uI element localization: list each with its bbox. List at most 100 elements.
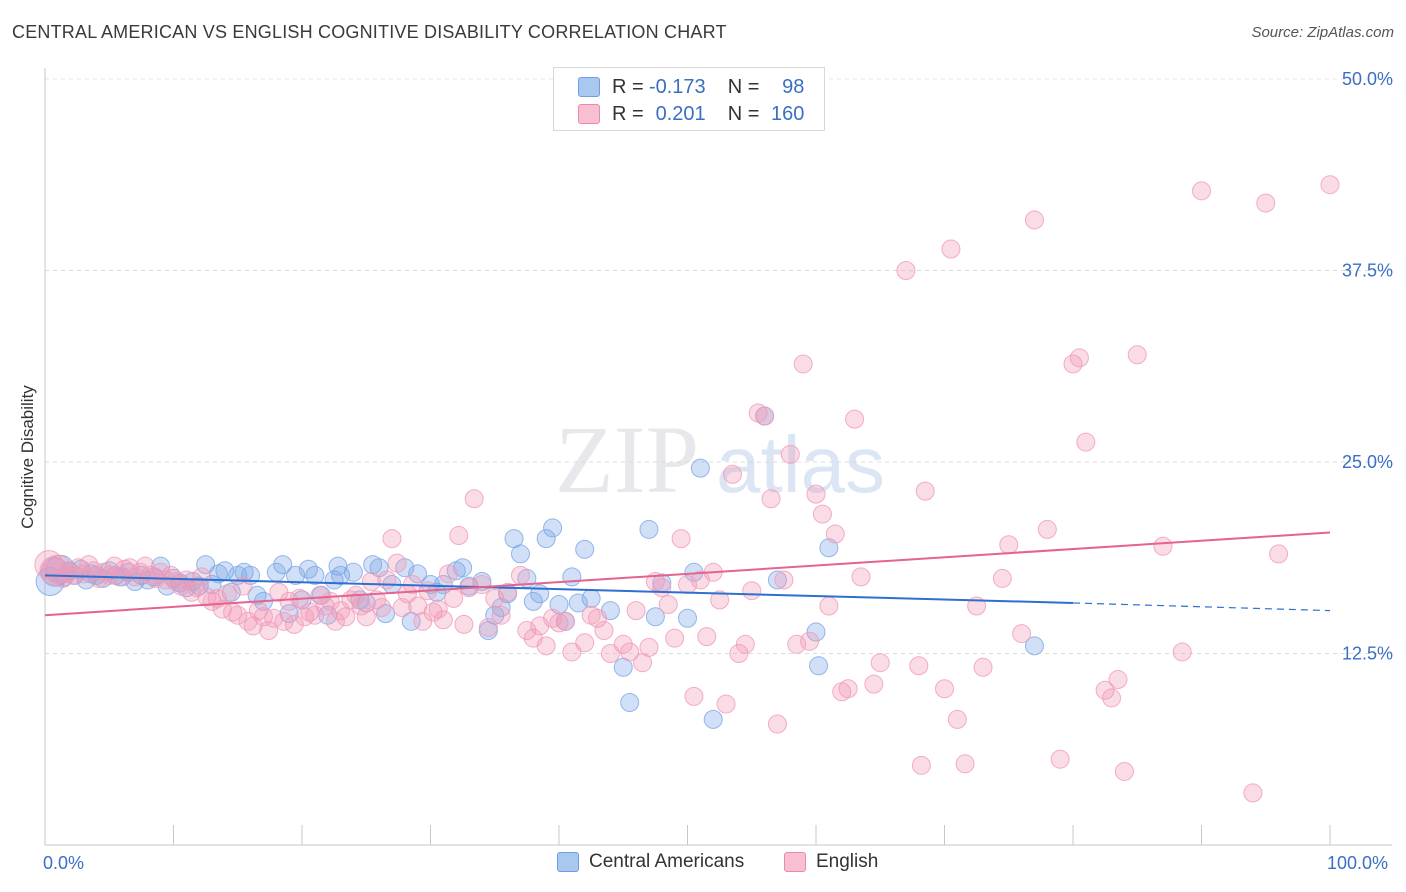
english-point [74, 564, 94, 584]
english-point [594, 621, 614, 641]
english-point [449, 526, 469, 546]
y-axis-label: Cognitive Disability [18, 385, 37, 529]
english-point [671, 529, 691, 549]
english-point [1108, 670, 1128, 690]
english-point [356, 607, 376, 627]
english-point [658, 594, 678, 614]
legend-row-central: R = -0.173 N = 98 [578, 74, 804, 100]
english-point [761, 489, 781, 509]
bottom-legend-swatch-english [784, 852, 806, 872]
central-point [809, 656, 829, 676]
x-tick-label-min: 0.0% [43, 853, 85, 873]
english-point [549, 613, 569, 633]
english-point [1243, 783, 1263, 803]
english-point [613, 634, 633, 654]
central-americans-points [35, 406, 1044, 729]
english-point [485, 588, 505, 608]
central-point [196, 555, 216, 575]
english-point [1012, 624, 1032, 644]
central-point [328, 556, 348, 576]
english-point [999, 535, 1019, 555]
central-point [690, 458, 710, 478]
central-point [639, 519, 659, 539]
english-point [812, 504, 832, 524]
english-point [1076, 432, 1096, 452]
english-point [735, 634, 755, 654]
english-point [331, 601, 351, 621]
legend-swatch-english [578, 104, 600, 124]
english-point [716, 694, 736, 714]
english-point [620, 642, 640, 662]
english-point [1320, 175, 1340, 195]
english-point [53, 568, 73, 588]
y-tick-labels: 12.5% 25.0% 37.5% 50.0% [1342, 69, 1393, 664]
english-point [941, 239, 961, 259]
central-point [485, 605, 505, 625]
central-point [530, 584, 550, 604]
bottom-legend-english: English [784, 851, 878, 873]
english-point [377, 570, 397, 590]
central-point [408, 564, 428, 584]
english-point [729, 644, 749, 663]
y-tick-label: 12.5% [1342, 644, 1393, 664]
english-point [1153, 536, 1173, 556]
english-point [639, 637, 659, 657]
english-point [325, 611, 345, 631]
english-point [464, 489, 484, 509]
english-point [742, 581, 762, 601]
watermark-zip: ZIP [555, 406, 699, 513]
bottom-legend-label-english: English [816, 851, 879, 872]
english-point [806, 484, 826, 504]
chart-title: CENTRAL AMERICAN VS ENGLISH COGNITIVE DI… [12, 22, 727, 42]
axes [44, 68, 1392, 846]
central-point [298, 559, 318, 579]
english-point [911, 755, 931, 775]
central-point [645, 607, 665, 627]
english-point [1192, 181, 1211, 201]
english-point [600, 644, 620, 663]
english-point [838, 679, 858, 699]
legend-r-label: R = [612, 102, 644, 125]
english-point [1269, 544, 1289, 564]
english-point [947, 709, 967, 729]
english-point [1172, 642, 1192, 662]
bottom-legend-central: Central Americans [557, 851, 744, 873]
english-point [491, 605, 511, 625]
english-point [825, 524, 845, 544]
english-point [454, 614, 474, 634]
y-tick-label: 37.5% [1342, 261, 1393, 281]
english-point [438, 564, 458, 584]
english-point [1127, 345, 1147, 365]
english-point [536, 636, 556, 656]
english-point [909, 656, 929, 676]
english-point [588, 608, 608, 628]
legend-n-label: N = [727, 102, 760, 125]
bottom-legend-label-central: Central Americans [589, 851, 745, 872]
bottom-legend-swatch-central [557, 852, 579, 872]
english-point [1024, 210, 1044, 230]
english-point [780, 444, 800, 464]
english-point [336, 607, 356, 627]
central-point [536, 529, 556, 549]
correlation-legend: R = -0.173 N = 98 R = 0.201 N = 160 [553, 67, 825, 131]
english-point [787, 634, 807, 654]
watermark-atlas: atlas [716, 420, 885, 509]
central-point [568, 593, 588, 613]
english-point [279, 591, 299, 611]
english-point [433, 610, 453, 630]
english-point [202, 591, 222, 611]
english-point [755, 406, 775, 426]
legend-r-value-english: 0.201 [655, 102, 706, 125]
legend-n-label: N = [727, 75, 760, 98]
english-point [1037, 519, 1057, 539]
english-point [284, 614, 304, 634]
central-point [678, 608, 697, 628]
english-point [89, 568, 109, 588]
y-tick-label: 25.0% [1342, 452, 1393, 472]
english-point [767, 714, 787, 734]
english-point [955, 754, 975, 774]
central-point [1024, 636, 1044, 656]
legend-n-value-english: 160 [771, 102, 805, 125]
english-point [444, 588, 464, 608]
english-point [697, 627, 717, 647]
